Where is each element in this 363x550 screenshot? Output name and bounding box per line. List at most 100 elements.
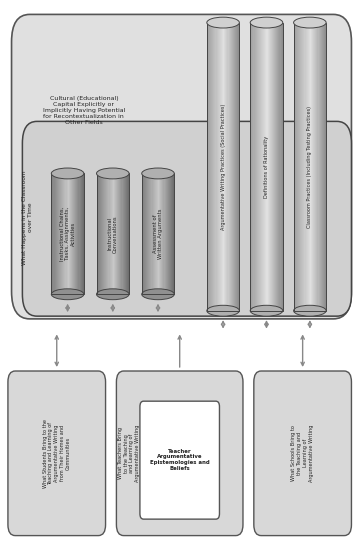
Text: Classroom Practices (Including Testing Practices): Classroom Practices (Including Testing P… [307, 106, 313, 228]
Ellipse shape [207, 305, 239, 316]
Polygon shape [250, 23, 251, 311]
Polygon shape [238, 23, 239, 311]
Polygon shape [227, 23, 228, 311]
Polygon shape [314, 23, 315, 311]
Polygon shape [168, 173, 169, 294]
Polygon shape [74, 173, 75, 294]
Ellipse shape [51, 289, 84, 300]
Polygon shape [251, 23, 252, 311]
Polygon shape [164, 173, 166, 294]
Text: Instructional Chains,
Tasks, Assignments,
Activities: Instructional Chains, Tasks, Assignments… [59, 207, 76, 261]
Polygon shape [51, 173, 52, 294]
Polygon shape [235, 23, 236, 311]
Polygon shape [69, 173, 70, 294]
Polygon shape [148, 173, 149, 294]
Polygon shape [81, 173, 82, 294]
Text: Instructional
Conversations: Instructional Conversations [107, 215, 118, 252]
Polygon shape [302, 23, 303, 311]
Polygon shape [323, 23, 324, 311]
Polygon shape [157, 173, 158, 294]
Polygon shape [101, 173, 102, 294]
Polygon shape [78, 173, 79, 294]
Polygon shape [71, 173, 72, 294]
Polygon shape [75, 173, 76, 294]
Polygon shape [99, 173, 100, 294]
Polygon shape [254, 23, 256, 311]
Polygon shape [215, 23, 216, 311]
Polygon shape [158, 173, 159, 294]
Polygon shape [224, 23, 225, 311]
Polygon shape [110, 173, 111, 294]
Polygon shape [83, 173, 84, 294]
Polygon shape [303, 23, 305, 311]
Polygon shape [299, 23, 300, 311]
Polygon shape [70, 173, 71, 294]
Text: Definitions of Rationality: Definitions of Rationality [264, 135, 269, 198]
Polygon shape [208, 23, 209, 311]
Polygon shape [268, 23, 269, 311]
Polygon shape [59, 173, 60, 294]
Text: Assessment of
Written Arguments: Assessment of Written Arguments [152, 208, 163, 259]
Polygon shape [276, 23, 277, 311]
Polygon shape [166, 173, 167, 294]
Polygon shape [322, 23, 323, 311]
Polygon shape [142, 173, 143, 294]
Polygon shape [237, 23, 238, 311]
Ellipse shape [142, 168, 174, 179]
Polygon shape [68, 173, 69, 294]
Polygon shape [169, 173, 170, 294]
Polygon shape [72, 173, 73, 294]
Polygon shape [295, 23, 296, 311]
Polygon shape [115, 173, 116, 294]
Ellipse shape [97, 168, 129, 179]
Polygon shape [231, 23, 232, 311]
Polygon shape [213, 23, 215, 311]
Polygon shape [222, 23, 223, 311]
Polygon shape [324, 23, 325, 311]
Polygon shape [65, 173, 66, 294]
Text: Argumentative Writing Practices (Social Practices): Argumentative Writing Practices (Social … [221, 103, 225, 230]
Polygon shape [146, 173, 147, 294]
Polygon shape [118, 173, 119, 294]
Polygon shape [104, 173, 105, 294]
Polygon shape [79, 173, 81, 294]
Polygon shape [147, 173, 148, 294]
Polygon shape [53, 173, 54, 294]
Polygon shape [234, 23, 235, 311]
Polygon shape [114, 173, 115, 294]
Polygon shape [113, 173, 114, 294]
Polygon shape [320, 23, 321, 311]
Polygon shape [209, 23, 210, 311]
Polygon shape [253, 23, 254, 311]
Polygon shape [145, 173, 146, 294]
Polygon shape [232, 23, 233, 311]
Polygon shape [111, 173, 112, 294]
Polygon shape [56, 173, 57, 294]
Polygon shape [123, 173, 124, 294]
Polygon shape [280, 23, 281, 311]
Polygon shape [149, 173, 150, 294]
Polygon shape [311, 23, 312, 311]
Polygon shape [124, 173, 125, 294]
Ellipse shape [250, 17, 283, 28]
Polygon shape [64, 173, 65, 294]
Polygon shape [151, 173, 152, 294]
Polygon shape [262, 23, 263, 311]
Polygon shape [228, 23, 229, 311]
FancyBboxPatch shape [12, 14, 351, 319]
Polygon shape [300, 23, 301, 311]
Polygon shape [160, 173, 161, 294]
Polygon shape [82, 173, 83, 294]
Polygon shape [212, 23, 213, 311]
Polygon shape [60, 173, 61, 294]
Polygon shape [269, 23, 270, 311]
Polygon shape [236, 23, 237, 311]
Polygon shape [225, 23, 227, 311]
Ellipse shape [97, 289, 129, 300]
FancyBboxPatch shape [140, 401, 220, 519]
Polygon shape [152, 173, 154, 294]
Polygon shape [223, 23, 224, 311]
Polygon shape [301, 23, 302, 311]
Polygon shape [161, 173, 162, 294]
Polygon shape [260, 23, 261, 311]
